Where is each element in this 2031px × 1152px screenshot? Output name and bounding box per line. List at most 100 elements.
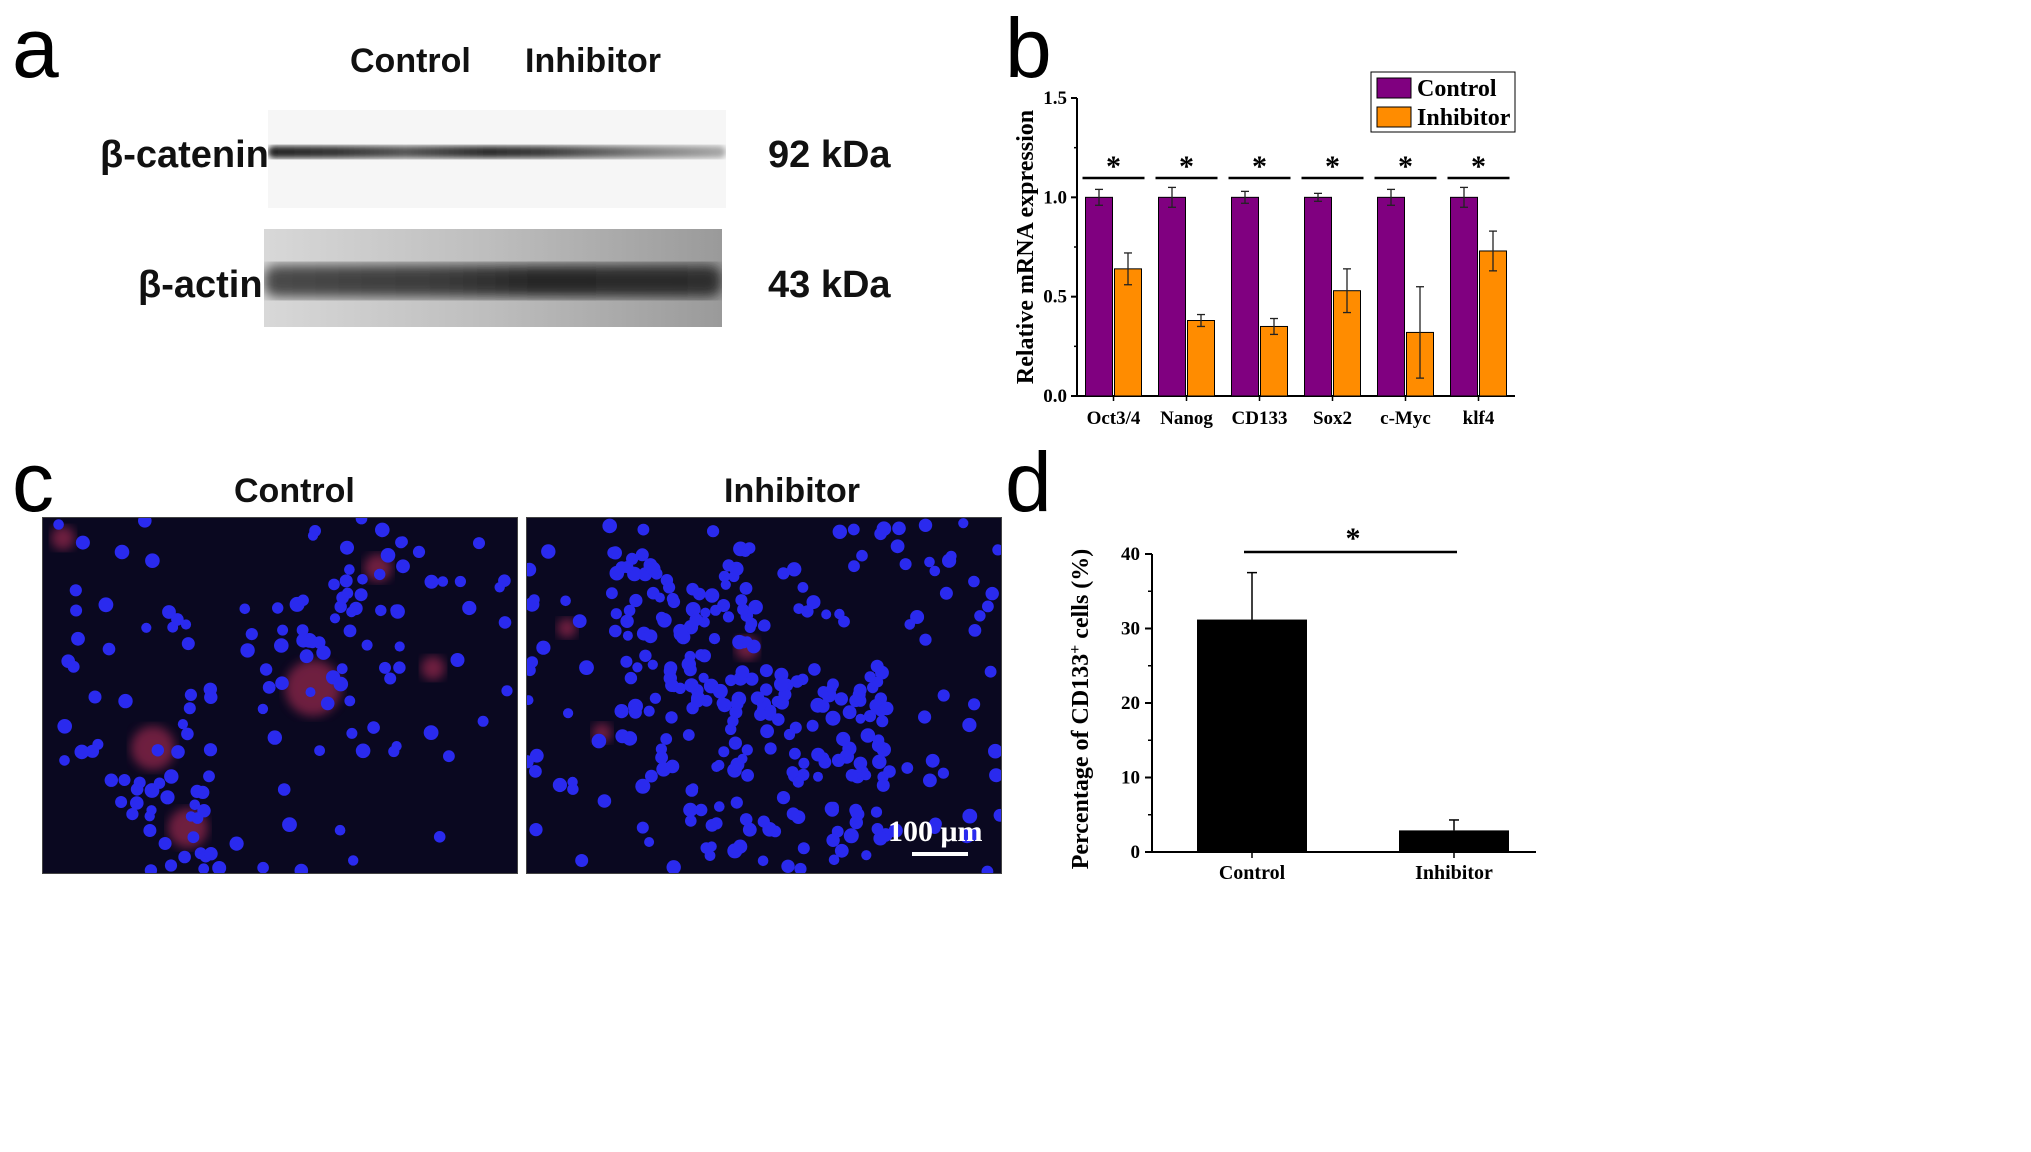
nucleus <box>643 705 655 717</box>
nucleus <box>742 636 753 647</box>
nucleus <box>714 801 725 812</box>
nucleus <box>993 808 1001 822</box>
nucleus <box>759 664 773 678</box>
nucleus <box>789 721 802 734</box>
bar-control <box>1231 196 1259 397</box>
y-tick-label: 30 <box>1121 619 1140 640</box>
nucleus <box>644 837 655 847</box>
nucleus <box>790 675 804 688</box>
nucleus <box>836 731 851 747</box>
blot-protein-beta-actin: β-actin <box>138 264 263 306</box>
nucleus <box>145 553 160 568</box>
nucleus <box>962 717 977 733</box>
bar-control <box>1377 196 1405 397</box>
nucleus <box>666 592 679 605</box>
nucleus <box>259 663 273 676</box>
nucleus <box>704 588 720 603</box>
nucleus <box>700 607 711 618</box>
x-tick-label: Inhibitor <box>1415 862 1493 884</box>
nucleus <box>942 553 957 568</box>
nucleus <box>348 855 359 866</box>
nucleus <box>443 750 455 763</box>
nucleus <box>869 699 883 713</box>
nucleus <box>346 727 358 739</box>
nucleus <box>929 565 941 577</box>
blot-strip-beta-catenin <box>268 110 726 208</box>
nucleus <box>794 862 807 873</box>
significance-star: * <box>1325 150 1340 183</box>
scale-bar-label: 100 μm <box>888 815 983 848</box>
nucleus <box>71 631 85 646</box>
x-tick-label: Control <box>1219 862 1286 884</box>
nucleus <box>826 683 837 694</box>
nucleus <box>98 597 114 613</box>
nucleus <box>646 561 661 576</box>
nucleus <box>53 519 64 530</box>
nucleus <box>185 811 197 822</box>
nucleus <box>181 637 195 651</box>
nucleus <box>609 565 625 581</box>
panel-c-letter: c <box>12 435 54 529</box>
nucleus <box>297 594 309 607</box>
micrograph-background <box>43 518 517 873</box>
nucleus <box>649 692 661 704</box>
nucleus <box>818 752 830 764</box>
nucleus <box>257 703 269 715</box>
nucleus <box>529 823 543 837</box>
nucleus <box>628 705 642 719</box>
nucleus <box>614 704 629 719</box>
nucleus <box>660 733 673 745</box>
nucleus <box>937 689 950 702</box>
nucleus <box>275 676 289 690</box>
nucleus <box>126 808 139 821</box>
nucleus <box>879 701 894 716</box>
nucleus <box>848 560 860 573</box>
nucleus <box>527 562 537 577</box>
nucleus <box>813 771 823 782</box>
nucleus <box>968 624 982 637</box>
nucleus <box>602 518 617 534</box>
nucleus <box>737 603 749 616</box>
nucleus <box>656 762 671 777</box>
nucleus <box>151 744 164 757</box>
nucleus <box>424 574 439 589</box>
nucleus <box>834 692 848 706</box>
nucleus <box>529 748 544 763</box>
nucleus <box>374 568 386 581</box>
x-tick-label: Nanog <box>1160 408 1213 429</box>
nucleus <box>454 575 466 588</box>
nucleus <box>655 751 668 764</box>
nucleus <box>797 582 809 593</box>
nucleus <box>968 575 980 588</box>
nucleus <box>162 605 176 619</box>
nucleus <box>870 659 884 673</box>
nucleus <box>665 711 678 724</box>
nucleus <box>245 628 258 641</box>
nucleus <box>384 672 397 685</box>
nucleus <box>198 863 210 873</box>
significance-star: * <box>1179 150 1194 183</box>
cd133-percentage-chart: 0 10 20 30 40 Percentage of CD133+ cells (%) C… <box>1067 522 1536 884</box>
y-tick-label: 1.5 <box>1043 88 1067 109</box>
legend-swatch-control <box>1376 77 1412 99</box>
nucleus <box>334 600 347 613</box>
nucleus <box>606 587 618 600</box>
nucleus <box>153 777 166 789</box>
nucleus <box>647 659 658 670</box>
nucleus <box>635 778 651 794</box>
significance-star: * <box>1106 150 1121 183</box>
nucleus <box>357 574 368 585</box>
nucleus <box>918 518 933 532</box>
nucleus <box>716 697 729 709</box>
nucleus <box>870 806 883 818</box>
nucleus <box>70 604 83 617</box>
y-tick-label: 0.5 <box>1043 287 1067 308</box>
nucleus <box>847 523 860 536</box>
nucleus <box>739 582 753 595</box>
nucleus <box>59 755 70 766</box>
nucleus <box>774 676 789 692</box>
nucleus <box>745 672 759 686</box>
nucleus <box>197 804 211 818</box>
nucleus <box>240 643 255 658</box>
nucleus <box>527 664 536 677</box>
